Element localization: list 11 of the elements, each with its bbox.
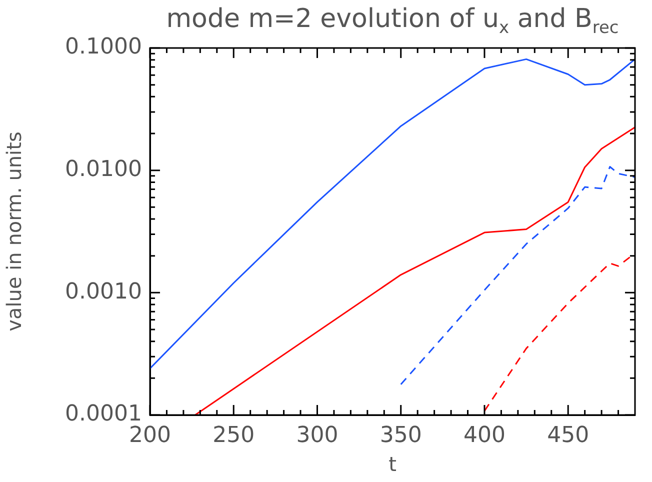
y-tick-label: 0.1000 xyxy=(65,34,142,60)
y-axis-title: value in norm. units xyxy=(2,132,26,332)
y-tick-label: 0.0100 xyxy=(65,157,142,182)
x-tick-label: 400 xyxy=(463,422,506,448)
chart-title: mode m=2 evolution of u$_{x}$ and B$_{rec}$ xyxy=(165,4,620,38)
y-tick-label: 0.0010 xyxy=(65,279,142,304)
x-tick-label: 450 xyxy=(547,422,590,448)
x-tick-label: 300 xyxy=(296,422,338,448)
x-tick-label: 250 xyxy=(212,422,255,448)
x-axis-title: t xyxy=(388,452,397,476)
x-tick-label: 350 xyxy=(380,422,422,448)
